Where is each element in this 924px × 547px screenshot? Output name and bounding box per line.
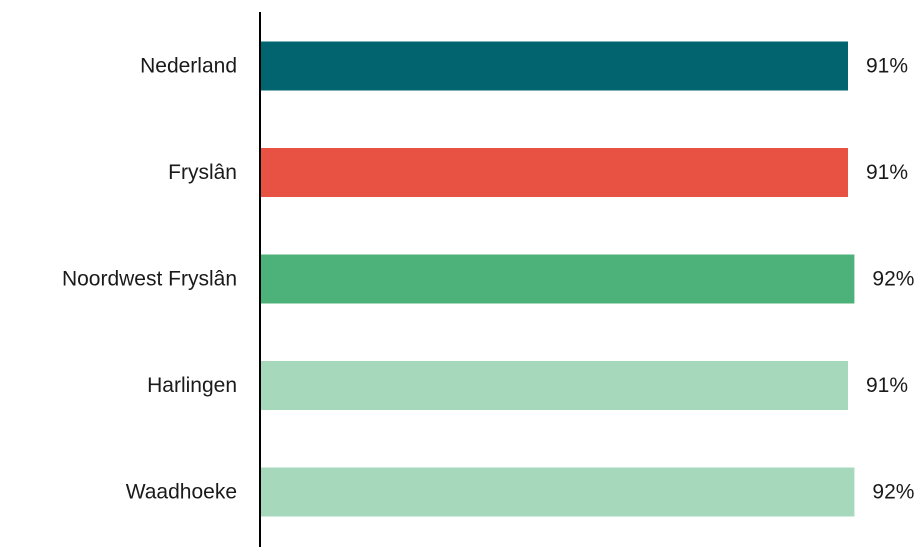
value-label: 91% bbox=[866, 161, 908, 184]
category-label: Waadhoeke bbox=[126, 481, 237, 504]
category-label: Fryslân bbox=[168, 161, 237, 184]
bars-layer bbox=[261, 41, 855, 517]
value-label: 92% bbox=[872, 481, 914, 504]
bar-3 bbox=[261, 361, 848, 410]
bar-4 bbox=[261, 467, 855, 517]
category-label: Noordwest Fryslân bbox=[62, 268, 237, 291]
value-label: 92% bbox=[872, 268, 914, 291]
bar-0 bbox=[261, 41, 848, 91]
bar-2 bbox=[261, 254, 855, 304]
labels-layer: Nederland 91% Fryslân 91% Noordwest Fryslân 9… bbox=[62, 55, 914, 504]
value-label: 91% bbox=[866, 55, 908, 78]
bar-1 bbox=[261, 148, 848, 197]
category-label: Nederland bbox=[140, 55, 237, 78]
value-label: 91% bbox=[866, 374, 908, 397]
category-label: Harlingen bbox=[147, 374, 237, 397]
